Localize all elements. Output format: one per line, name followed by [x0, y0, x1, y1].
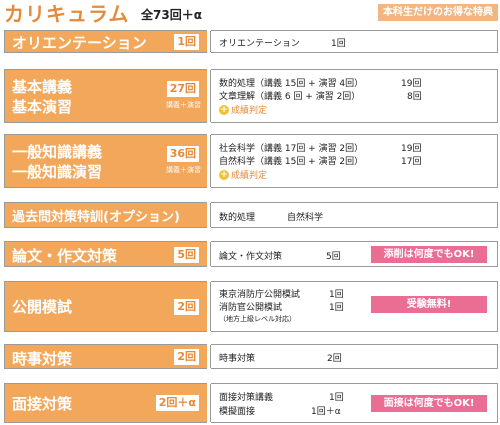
row-general-knowledge-category: 一般知識講義 一般知識演習 36回 講義＋演習 [4, 134, 211, 188]
row-orientation-detail: オリエンテーション 1回 [211, 30, 498, 53]
row-past-exam: 過去問対策特訓(オプション) 数的処理 自然科学 [4, 202, 498, 228]
detail-count: 1回 [331, 39, 346, 49]
total-sessions: 全73回＋α [141, 8, 202, 22]
detail-count: 19回 [401, 79, 422, 89]
session-count: 27回 [166, 81, 199, 97]
detail-count: 5回 [326, 252, 341, 262]
interview-badge: 面接は何度でもOK! [371, 395, 487, 412]
session-count: 36回 [166, 146, 199, 162]
category-label: 面接対策 [12, 395, 73, 413]
row-past-exam-category: 過去問対策特訓(オプション) [4, 202, 211, 228]
plus-circle-icon: + [219, 104, 229, 115]
detail-note: （地方上級レベル対応） [219, 315, 296, 323]
detail-item: 東京消防庁公開模試 [219, 290, 301, 300]
row-essay: 論文・作文対策 5回 論文・作文対策 5回 添削は何度でもOK! [4, 241, 498, 267]
category-label-1: 基本講義 [12, 78, 73, 96]
detail-count: 17回 [401, 157, 422, 167]
detail-item: 面接対策講義 [219, 393, 274, 403]
grade-assessment: + 成績判定 [219, 168, 267, 181]
detail-count: 2回 [327, 354, 342, 364]
detail-count: 1回 [329, 303, 344, 313]
grade-assessment-label: 成績判定 [231, 106, 268, 116]
detail-item: 社会科学（講義 17回 + 演習 2回） [219, 144, 364, 154]
session-count: 2回 [174, 349, 199, 365]
category-label: 過去問対策特訓(オプション) [12, 210, 180, 225]
curriculum-header: カリキュラム 全73回＋α 本科生だけのお得な特典 [4, 0, 498, 26]
row-current-events: 時事対策 2回 時事対策 2回 [4, 344, 498, 369]
row-general-knowledge: 一般知識講義 一般知識演習 36回 講義＋演習 社会科学（講義 17回 + 演習… [4, 134, 498, 188]
category-label-2: 基本演習 [12, 98, 73, 116]
session-breakdown: 講義＋演習 [166, 166, 201, 174]
detail-count: 1回 [329, 290, 344, 300]
detail-item: 数的処理 [219, 213, 256, 223]
row-interview: 面接対策 2回＋α 面接対策講義 1回 模擬面接 1回＋α 面接は何度でもOK! [4, 383, 498, 423]
category-label-2: 一般知識演習 [12, 163, 103, 181]
detail-item: 文章理解（講義 6 回 + 演習 2回） [219, 92, 361, 102]
category-label-1: 一般知識講義 [12, 143, 103, 161]
detail-item: 消防官公開模試 [219, 303, 283, 313]
grade-assessment-label: 成績判定 [231, 171, 268, 181]
special-benefit-label: 本科生だけのお得な特典 [378, 4, 498, 21]
row-current-events-category: 時事対策 2回 [4, 344, 211, 369]
row-past-exam-detail: 数的処理 自然科学 [211, 202, 498, 228]
row-general-knowledge-detail: 社会科学（講義 17回 + 演習 2回） 19回 自然科学（講義 15回 + 演… [211, 134, 498, 188]
detail-count: 19回 [401, 144, 422, 154]
category-label: オリエンテーション [12, 34, 147, 52]
row-basic: 基本講義 基本演習 27回 講義＋演習 数的処理（講義 15回 + 演習 4回）… [4, 69, 498, 123]
grade-assessment: + 成績判定 [219, 103, 267, 116]
row-mock-exam-detail: 東京消防庁公開模試 1回 消防官公開模試 1回 （地方上級レベル対応） 受験無料… [211, 281, 498, 332]
detail-count: 8回 [407, 92, 422, 102]
detail-item: 時事対策 [219, 354, 256, 364]
row-interview-detail: 面接対策講義 1回 模擬面接 1回＋α 面接は何度でもOK! [211, 383, 498, 423]
session-count: 2回＋α [155, 395, 199, 411]
free-exam-badge: 受験無料! [371, 296, 487, 313]
row-orientation: オリエンテーション 1回 オリエンテーション 1回 [4, 30, 498, 53]
row-current-events-detail: 時事対策 2回 [211, 344, 498, 369]
row-essay-category: 論文・作文対策 5回 [4, 241, 211, 267]
detail-item: 数的処理（講義 15回 + 演習 4回） [219, 79, 364, 89]
detail-count: 1回 [329, 393, 344, 403]
category-label: 論文・作文対策 [12, 247, 118, 265]
detail-item: 論文・作文対策 [219, 252, 283, 262]
row-interview-category: 面接対策 2回＋α [4, 383, 211, 423]
row-essay-detail: 論文・作文対策 5回 添削は何度でもOK! [211, 241, 498, 267]
detail-item: 模擬面接 [219, 407, 256, 417]
essay-correction-badge: 添削は何度でもOK! [371, 246, 487, 263]
row-basic-category: 基本講義 基本演習 27回 講義＋演習 [4, 69, 211, 123]
page-title: カリキュラム [4, 2, 130, 26]
session-count: 1回 [174, 34, 199, 50]
detail-item: オリエンテーション [219, 39, 300, 49]
row-orientation-category: オリエンテーション 1回 [4, 30, 211, 53]
session-count: 2回 [174, 299, 199, 315]
row-basic-detail: 数的処理（講義 15回 + 演習 4回） 19回 文章理解（講義 6 回 + 演… [211, 69, 498, 123]
category-label: 時事対策 [12, 350, 73, 368]
session-count: 5回 [174, 247, 199, 263]
detail-count: 1回＋α [311, 407, 341, 417]
row-mock-exam-category: 公開模試 2回 [4, 281, 211, 332]
session-breakdown: 講義＋演習 [166, 101, 201, 109]
row-mock-exam: 公開模試 2回 東京消防庁公開模試 1回 消防官公開模試 1回 （地方上級レベル… [4, 281, 498, 332]
detail-item: 自然科学 [287, 213, 324, 223]
category-label: 公開模試 [12, 298, 73, 316]
plus-circle-icon: + [219, 169, 229, 180]
detail-item: 自然科学（講義 15回 + 演習 2回） [219, 157, 364, 167]
